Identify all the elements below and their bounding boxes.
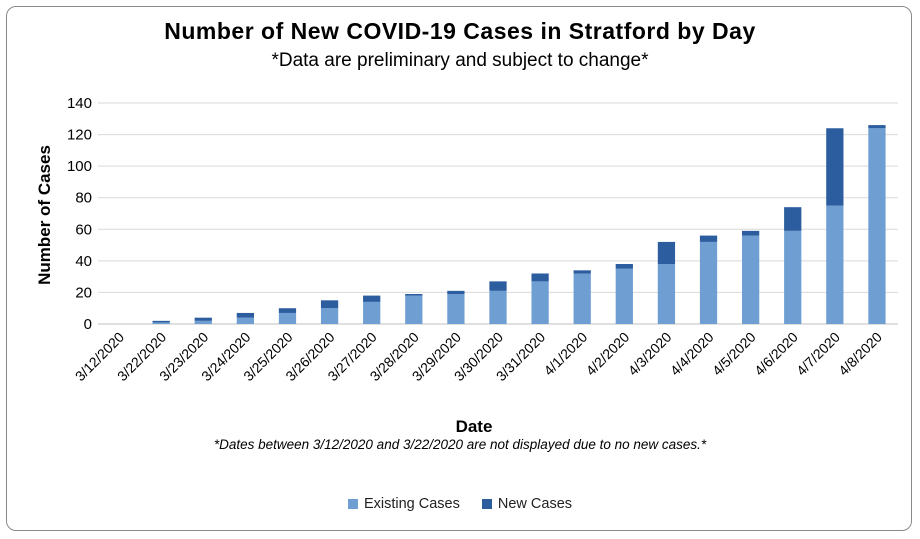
bar-new-cases <box>405 294 423 296</box>
y-tick-label: 0 <box>84 316 92 333</box>
bar-new-cases <box>531 273 549 282</box>
bar-existing-cases <box>320 308 339 324</box>
bar-new-cases <box>447 290 465 295</box>
x-tick-label: 4/1/2020 <box>540 329 590 379</box>
chart-subtitle: *Data are preliminary and subject to cha… <box>271 50 649 71</box>
legend-label-new: New Cases <box>497 496 573 512</box>
bar-existing-cases <box>194 320 212 324</box>
bar-existing-cases <box>447 294 465 324</box>
x-tick-label: 4/6/2020 <box>751 329 801 379</box>
x-tick-label: 4/5/2020 <box>709 329 759 379</box>
bar-new-cases <box>699 235 718 242</box>
bar-existing-cases <box>868 128 886 324</box>
legend-item-existing: Existing Cases <box>347 496 460 512</box>
legend-swatch-existing <box>347 499 358 509</box>
y-tick-label: 100 <box>67 158 92 175</box>
gridlines <box>98 102 898 325</box>
y-tick-label: 120 <box>67 127 92 144</box>
x-axis-title: Date <box>456 417 493 436</box>
chart-footnote: *Dates between 3/12/2020 and 3/22/2020 a… <box>213 437 707 452</box>
bar-existing-cases <box>657 264 676 324</box>
x-tick-label: 4/7/2020 <box>793 329 843 379</box>
bar-existing-cases <box>531 281 549 324</box>
y-tick-label: 60 <box>75 221 92 238</box>
bar-new-cases <box>489 281 507 291</box>
bar-new-cases <box>784 207 802 231</box>
x-tick-label: 4/2/2020 <box>583 329 633 379</box>
bar-existing-cases <box>405 295 423 324</box>
chart-title: Number of New COVID-19 Cases in Stratfor… <box>164 18 756 44</box>
bar-new-cases <box>236 312 254 318</box>
chart-frame <box>6 6 912 531</box>
y-tick-label: 80 <box>75 190 92 207</box>
x-tick-label: 4/3/2020 <box>625 329 675 379</box>
bar-new-cases <box>615 264 633 269</box>
bar-existing-cases <box>489 290 507 324</box>
y-tick-labels: 0 20 40 60 80 100 120 140 <box>67 95 92 333</box>
y-tick-label: 40 <box>75 253 92 270</box>
legend-item-new: New Cases <box>481 496 573 512</box>
bars <box>152 125 886 324</box>
y-tick-label: 20 <box>75 284 92 301</box>
bar-existing-cases <box>742 235 760 324</box>
y-tick-label: 140 <box>67 95 92 112</box>
bar-new-cases <box>657 241 676 265</box>
bar-new-cases <box>363 295 381 302</box>
legend: Existing Cases New Cases <box>0 496 920 512</box>
legend-label-existing: Existing Cases <box>363 496 460 512</box>
bar-existing-cases <box>236 317 254 324</box>
bar-existing-cases <box>278 312 297 324</box>
bar-new-cases <box>826 128 844 206</box>
x-tick-label: 4/4/2020 <box>667 329 717 379</box>
legend-swatch-new <box>481 499 492 509</box>
bar-new-cases <box>278 308 297 313</box>
bar-existing-cases <box>363 301 381 324</box>
bar-existing-cases <box>784 230 802 324</box>
bar-new-cases <box>868 125 886 129</box>
bar-new-cases <box>573 270 591 274</box>
bar-new-cases <box>152 320 170 323</box>
bar-existing-cases <box>573 273 591 324</box>
bar-new-cases <box>320 300 339 309</box>
bar-new-cases <box>742 230 760 236</box>
bar-existing-cases <box>615 268 633 324</box>
x-tick-labels: 3/12/20203/22/20203/23/20203/24/20203/25… <box>72 329 885 385</box>
x-tick-label: 4/8/2020 <box>835 329 885 379</box>
bar-new-cases <box>194 317 212 321</box>
bar-existing-cases <box>826 205 844 324</box>
y-axis-title: Number of Cases <box>35 145 54 285</box>
bar-existing-cases <box>699 241 718 324</box>
bar-existing-cases <box>152 322 170 324</box>
